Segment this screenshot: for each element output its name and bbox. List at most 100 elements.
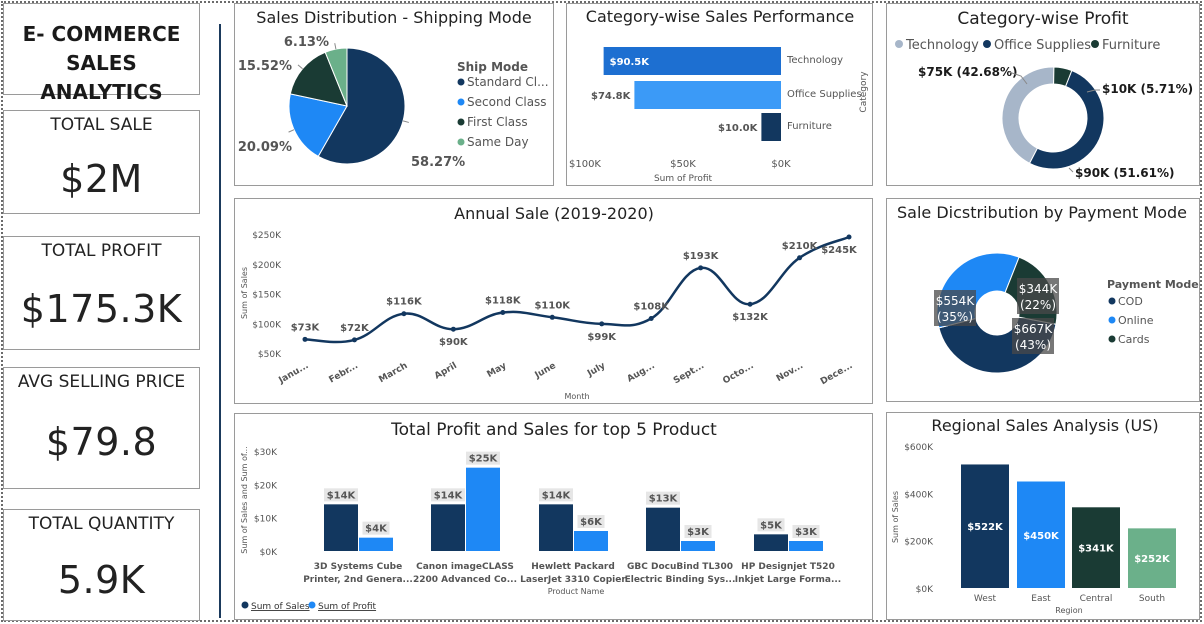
kpi-value: $175.3K	[20, 287, 183, 331]
tick-label: $100K	[252, 320, 282, 330]
bar-label: $522K	[967, 522, 1004, 533]
ship-mode-pie-chart[interactable]: Sales Distribution - Shipping Mode 58.27%…	[235, 4, 553, 185]
category-label: Electric Binding Sys...	[625, 575, 736, 585]
tick-label: $400K	[904, 490, 934, 500]
category-label: Printer, 2nd Genera...	[303, 575, 413, 585]
legend-marker	[457, 78, 465, 86]
legend-item: Office Supplies	[994, 38, 1091, 53]
chart-card-regional-sales[interactable]: Regional Sales Analysis (US) $0K $200K $400…	[886, 412, 1200, 620]
chart-title: Sales Distribution - Shipping Mode	[256, 8, 531, 27]
legend-marker	[1091, 40, 1099, 48]
bar	[646, 507, 680, 551]
kpi-value: 5.9K	[57, 558, 146, 602]
chart-title: Category-wise Profit	[957, 9, 1129, 29]
legend-item: Furniture	[1102, 38, 1160, 53]
category-sales-bar-chart[interactable]: Category-wise Sales Performance $90.5K Tec…	[567, 4, 872, 185]
data-label: $132K	[732, 312, 769, 323]
slice-label: $75K (42.68%)	[918, 65, 1017, 79]
slice-label: $10K (5.71%)	[1102, 82, 1193, 96]
data-point	[401, 311, 407, 317]
annual-sale-line-chart[interactable]: Annual Sale (2019-2020) $50K $100K $150K $20…	[235, 199, 872, 403]
tick-label: $20K	[254, 481, 278, 491]
category-label: LaserJet 3310 Copier	[520, 575, 626, 585]
bar	[1128, 528, 1176, 588]
category-label: South	[1139, 594, 1165, 604]
bar-label: $341K	[1078, 544, 1115, 555]
kpi-value: $2M	[60, 157, 143, 201]
legend-item: Standard Cl...	[467, 75, 549, 89]
tick-label: May	[485, 361, 508, 380]
tick-label: $0K	[916, 585, 934, 595]
kpi-total-sale[interactable]: TOTAL SALE $2M	[3, 110, 200, 214]
tick-label: $0K	[771, 159, 791, 170]
tick-label: March	[377, 361, 409, 385]
category-label: Furniture	[787, 121, 832, 132]
data-label: $193K	[683, 251, 720, 262]
label-bg	[431, 488, 465, 502]
kpi-label: TOTAL SALE	[50, 115, 153, 135]
chart-card-annual-sale[interactable]: Annual Sale (2019-2020) $50K $100K $150K $20…	[234, 198, 873, 404]
legend-item: Technology	[905, 38, 979, 53]
data-label: $210K	[782, 241, 819, 252]
data-point	[302, 336, 308, 342]
axis-label-y: Sum of Sales and Sum of...	[240, 446, 249, 553]
legend-item: Sum of Profit	[318, 602, 377, 612]
category-label: Office Supplies	[787, 89, 862, 100]
top5-products-bar-chart[interactable]: Total Profit and Sales for top 5 Product…	[235, 414, 872, 619]
tick-label: April	[433, 361, 459, 382]
chart-card-category-sales[interactable]: Category-wise Sales Performance $90.5K Tec…	[566, 3, 873, 186]
tick-label: Nov...	[775, 361, 805, 384]
category-label: Technology	[786, 55, 843, 66]
bar	[539, 504, 573, 551]
series-line	[304, 235, 850, 344]
kpi-avg-selling-price[interactable]: AVG SELLING PRICE $79.8	[3, 367, 200, 489]
legend-marker	[895, 40, 903, 48]
legend-item: Online	[1118, 314, 1154, 327]
label-bg	[539, 488, 573, 502]
data-label: $99K	[587, 332, 617, 343]
legend-marker	[983, 40, 991, 48]
leader-line	[334, 43, 337, 50]
payment-mode-donut-chart[interactable]: Sale Dicstribution by Payment Mode $667K (…	[887, 199, 1199, 401]
axis-label-x: Region	[1055, 606, 1082, 615]
chart-card-category-profit[interactable]: Category-wise Profit Technology Office Sup…	[886, 3, 1200, 186]
kpi-label: TOTAL QUANTITY	[28, 514, 175, 534]
category-label: Central	[1080, 594, 1113, 604]
category-label: Hewlett Packard	[531, 562, 615, 572]
axis-label-x: Month	[564, 392, 589, 401]
slice-label: 20.09%	[238, 140, 292, 155]
data-label: $116K	[386, 297, 423, 308]
title-line-2: SALES ANALYTICS	[40, 51, 163, 104]
kpi-total-profit[interactable]: TOTAL PROFIT $175.3K	[3, 236, 200, 350]
data-label: $245K	[821, 245, 858, 256]
bar-label: $3K	[795, 527, 818, 538]
category-label: Inkjet Large Forma...	[735, 575, 841, 585]
tick-label: June	[533, 361, 558, 381]
pie-slice	[289, 51, 348, 107]
data-point	[797, 255, 803, 261]
legend-marker	[1108, 316, 1116, 324]
axis-label-x: Product Name	[548, 587, 605, 596]
legend-marker	[241, 601, 249, 609]
bar-label: $14K	[434, 490, 464, 501]
regional-sales-bar-chart[interactable]: Regional Sales Analysis (US) $0K $200K $400…	[887, 413, 1199, 619]
data-point	[500, 310, 506, 316]
chart-card-payment-mode[interactable]: Sale Dicstribution by Payment Mode $667K (…	[886, 198, 1200, 402]
tick-label: Janu...	[276, 361, 310, 386]
category-profit-donut-chart[interactable]: Category-wise Profit Technology Office Sup…	[887, 4, 1199, 185]
legend-marker	[1108, 335, 1116, 343]
label-bg	[466, 451, 500, 465]
chart-card-ship-mode[interactable]: Sales Distribution - Shipping Mode 58.27%…	[234, 3, 554, 186]
data-label: $118K	[485, 296, 522, 307]
legend-marker	[457, 138, 465, 146]
tick-label: $50K	[670, 159, 696, 170]
tick-label: $200K	[252, 261, 282, 271]
bar	[754, 534, 788, 551]
data-label: $72K	[340, 323, 370, 334]
category-label: East	[1031, 594, 1051, 604]
tick-label: $250K	[252, 231, 282, 241]
legend-item: Same Day	[467, 135, 529, 149]
chart-card-top5-products[interactable]: Total Profit and Sales for top 5 Product…	[234, 413, 873, 620]
bar-label: $14K	[542, 490, 572, 501]
kpi-total-quantity[interactable]: TOTAL QUANTITY 5.9K	[3, 509, 200, 621]
